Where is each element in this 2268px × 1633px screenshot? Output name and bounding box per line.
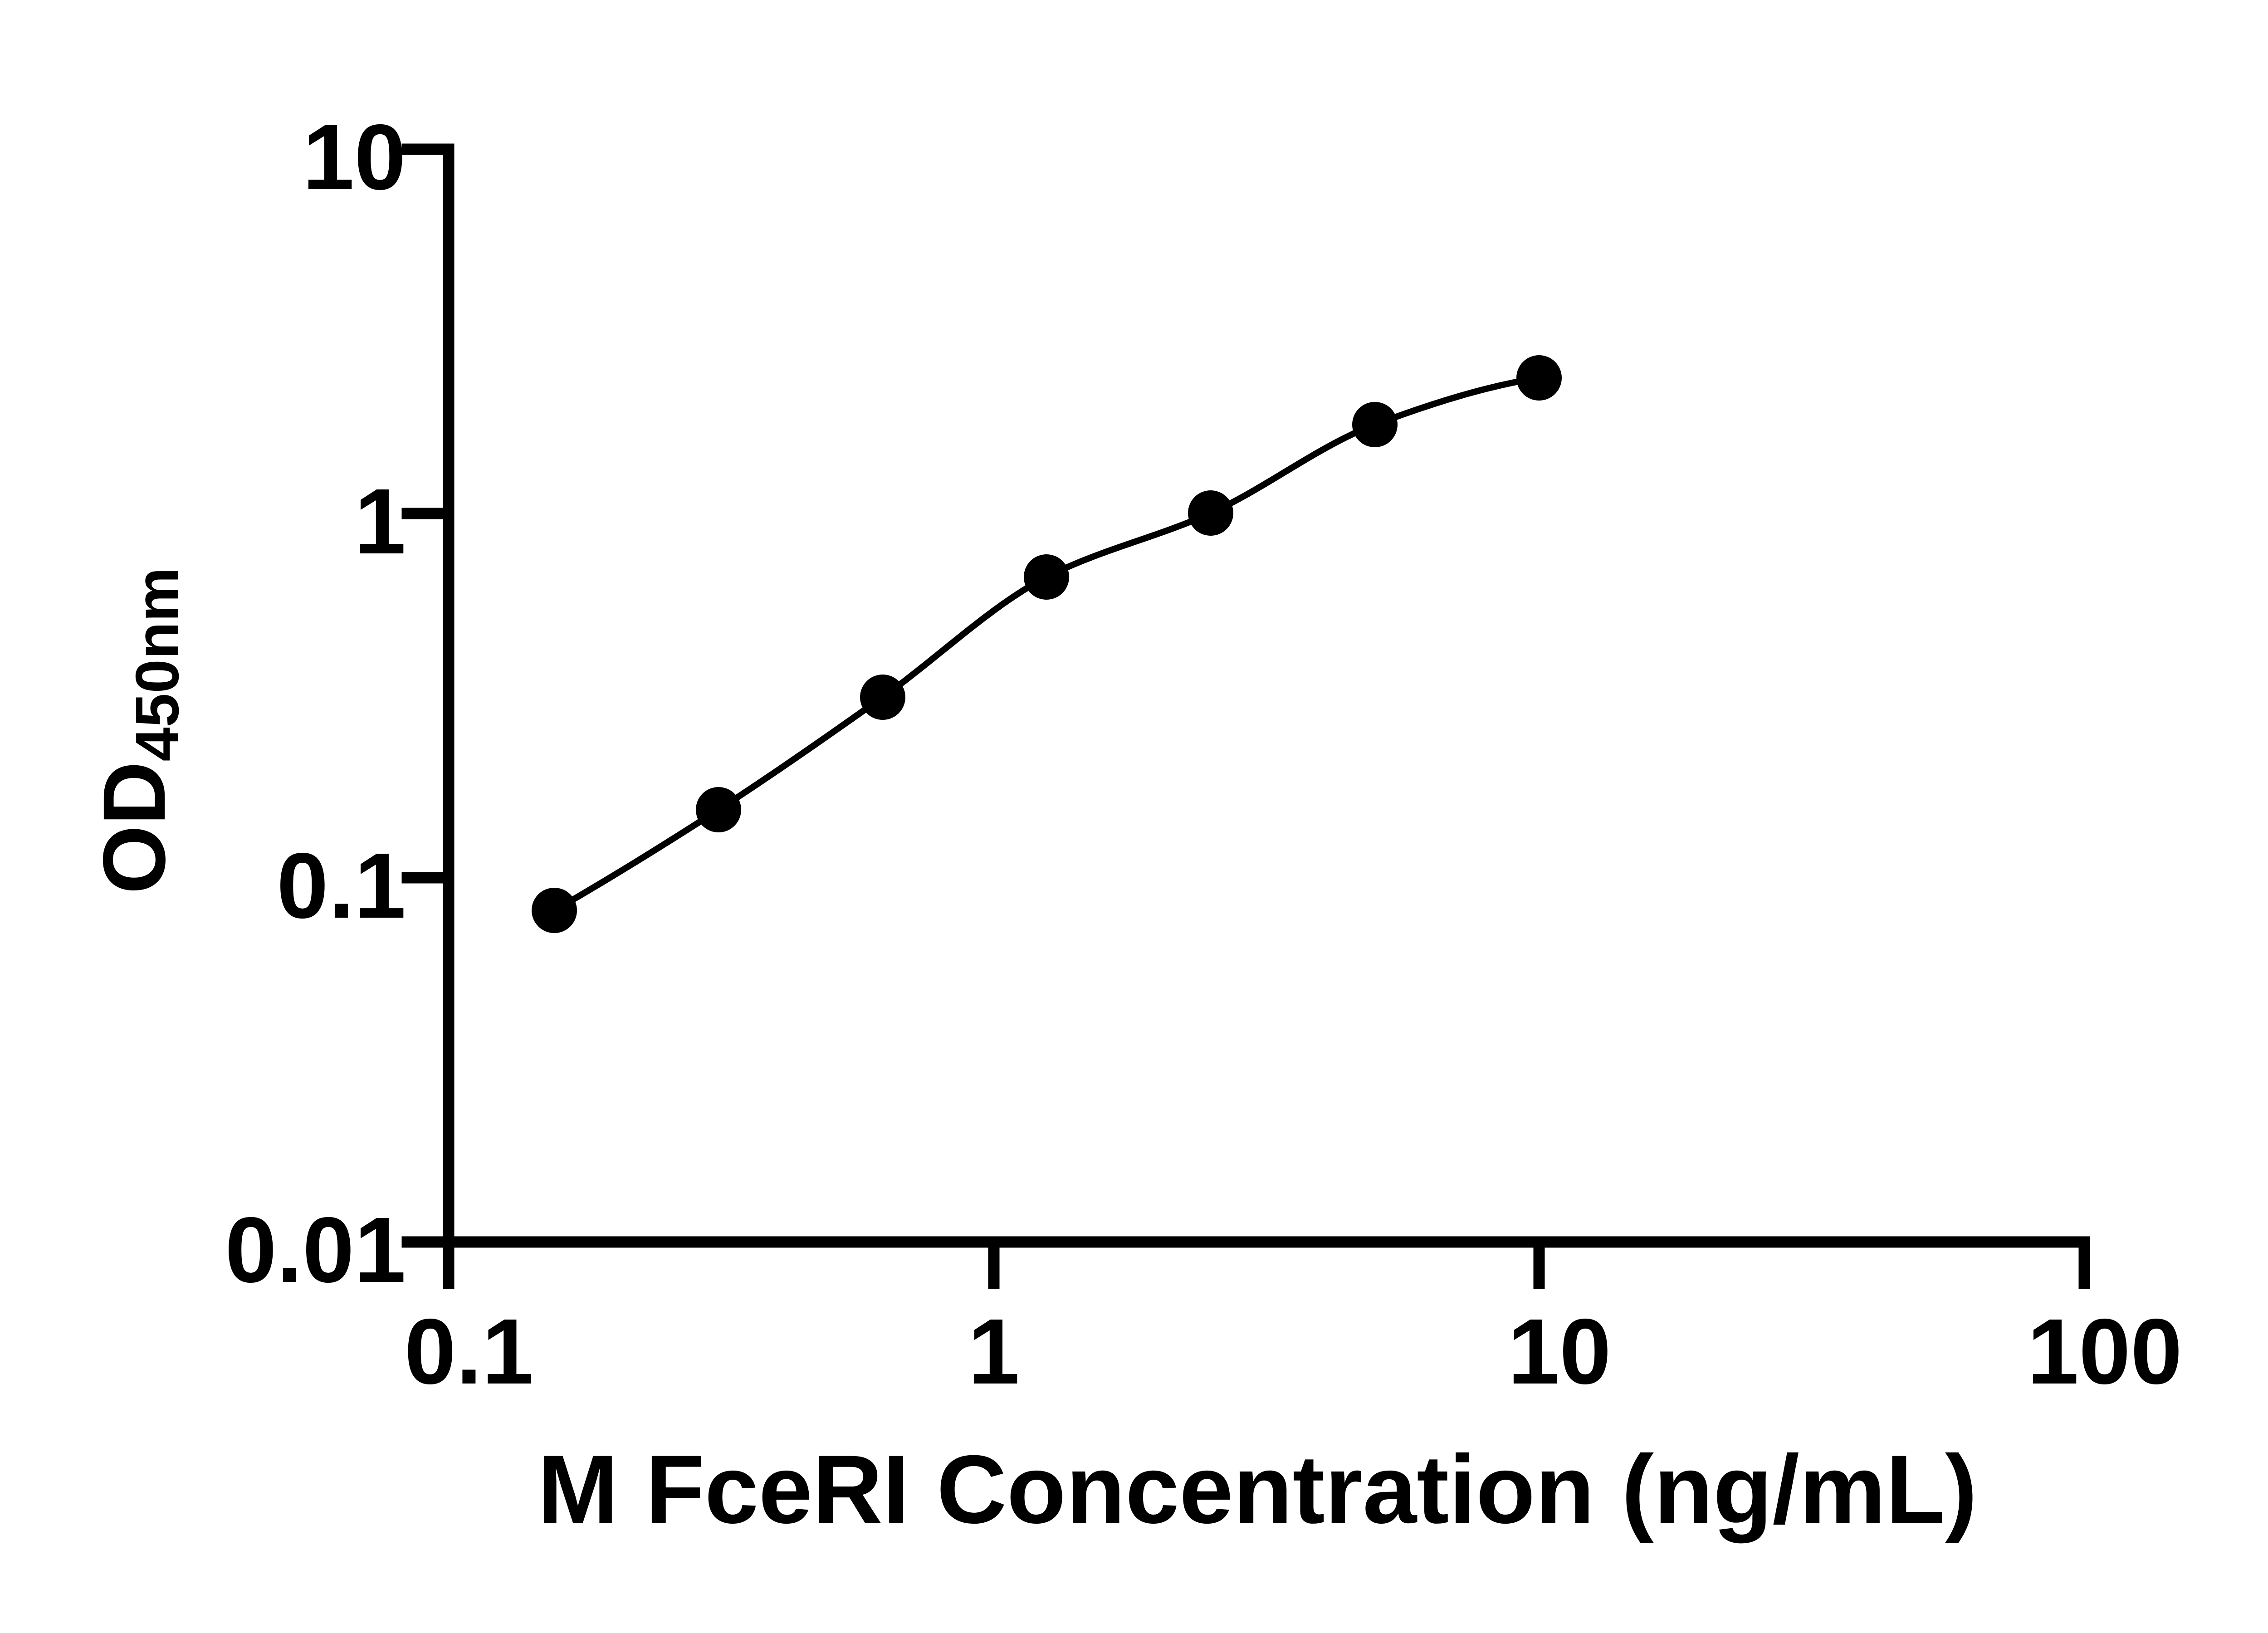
svg-text:1: 1 <box>968 1300 1020 1403</box>
svg-text:0.1: 0.1 <box>277 834 406 938</box>
svg-text:10: 10 <box>1508 1300 1611 1403</box>
svg-text:10: 10 <box>303 105 406 209</box>
svg-text:1: 1 <box>354 469 406 573</box>
svg-text:M FceRI Concentration (ng/mL): M FceRI Concentration (ng/mL) <box>538 1435 1977 1544</box>
svg-text:100: 100 <box>2027 1300 2182 1403</box>
svg-text:0.1: 0.1 <box>405 1300 534 1403</box>
svg-text:0.01: 0.01 <box>225 1198 406 1302</box>
